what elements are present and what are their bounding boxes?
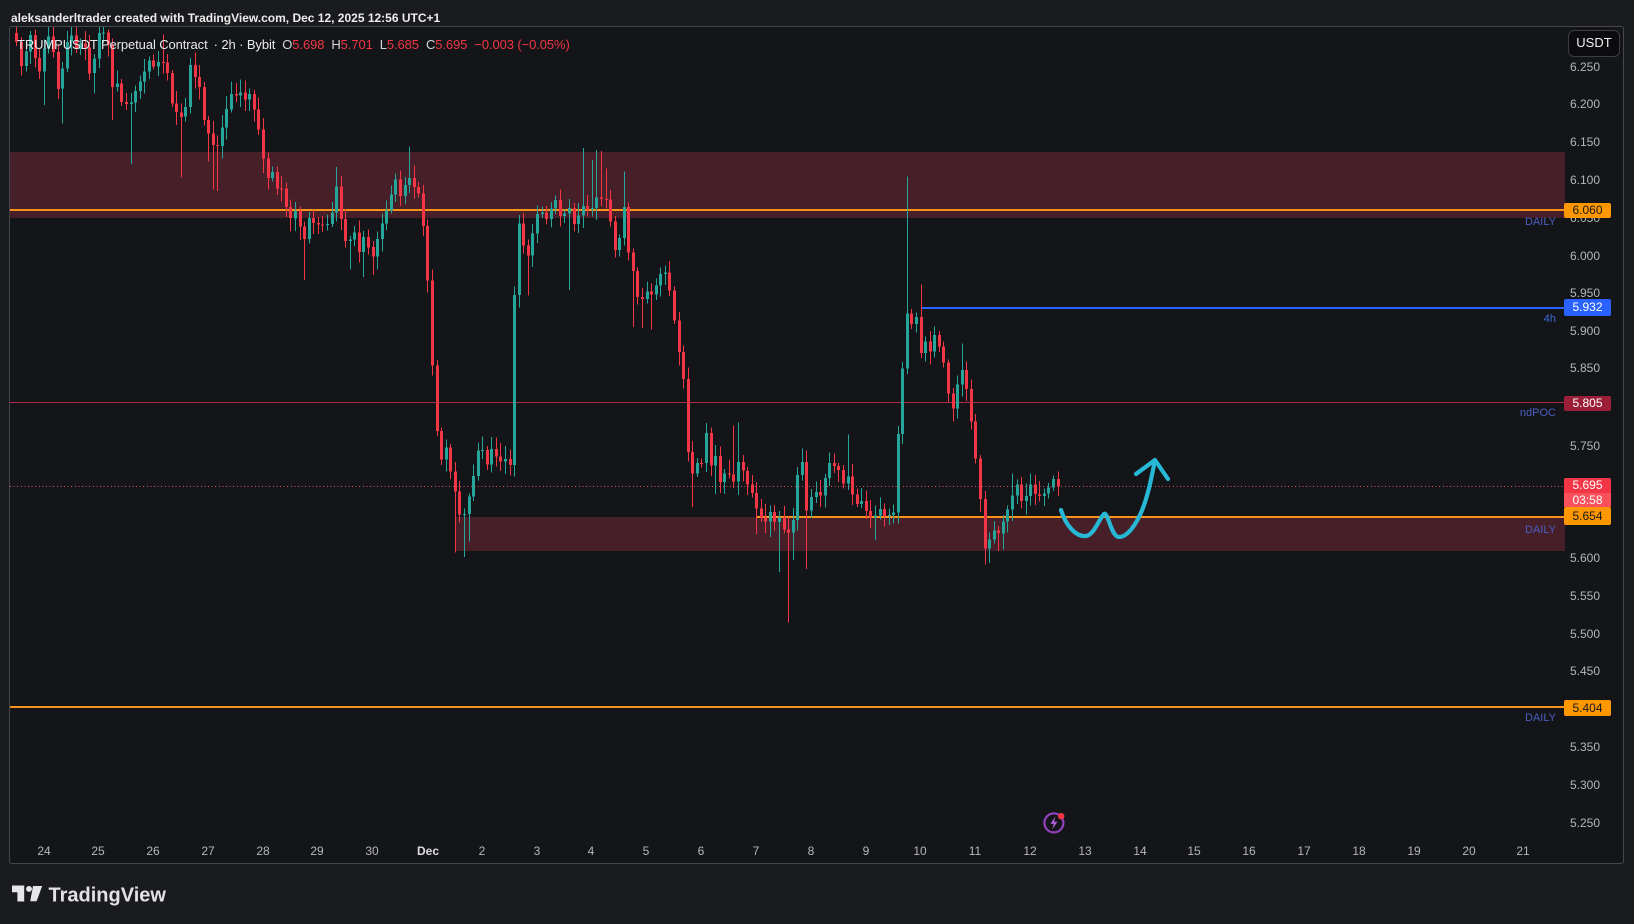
svg-text:TradingView: TradingView <box>49 885 167 907</box>
